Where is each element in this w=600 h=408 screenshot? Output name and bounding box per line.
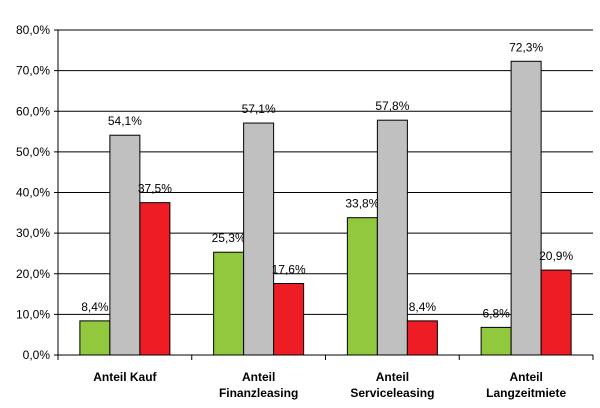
category-label: Langzeitmiete [486, 386, 566, 400]
data-label: 25,3% [212, 231, 246, 245]
data-label: 33,8% [345, 197, 379, 211]
category-label: Serviceleasing [350, 386, 434, 400]
bar [243, 122, 275, 356]
category-label: Anteil [376, 370, 409, 384]
y-tick-label: 80,0% [16, 23, 50, 37]
bar [376, 119, 408, 356]
data-label: 8,4% [81, 300, 109, 314]
data-label: 17,6% [272, 263, 306, 277]
data-label: 20,9% [539, 249, 573, 263]
category-label: Anteil Kauf [93, 370, 157, 384]
data-label: 8,4% [409, 300, 437, 314]
bar [480, 326, 512, 356]
y-tick-label: 60,0% [16, 104, 50, 118]
data-label: 37,5% [138, 182, 172, 196]
bar [273, 283, 305, 356]
y-tick-label: 50,0% [16, 145, 50, 159]
data-label: 6,8% [482, 306, 510, 320]
bar [510, 60, 542, 356]
y-tick-label: 40,0% [16, 186, 50, 200]
bar [346, 217, 378, 356]
y-tick-label: 0,0% [23, 348, 51, 362]
data-label: 57,8% [375, 99, 409, 113]
category-label: Anteil [509, 370, 542, 384]
category-label: Anteil [242, 370, 275, 384]
bar [139, 202, 171, 356]
y-tick-label: 70,0% [16, 64, 50, 78]
bar [540, 269, 572, 356]
y-tick-label: 30,0% [16, 226, 50, 240]
y-tick-label: 20,0% [16, 267, 50, 281]
bar [213, 251, 245, 356]
category-label: Finanzleasing [219, 386, 298, 400]
bar [79, 320, 111, 356]
data-label: 54,1% [108, 114, 142, 128]
bar [109, 134, 141, 356]
y-tick-label: 10,0% [16, 307, 50, 321]
data-label: 57,1% [242, 102, 276, 116]
bar [406, 320, 438, 356]
data-label: 72,3% [509, 40, 543, 54]
